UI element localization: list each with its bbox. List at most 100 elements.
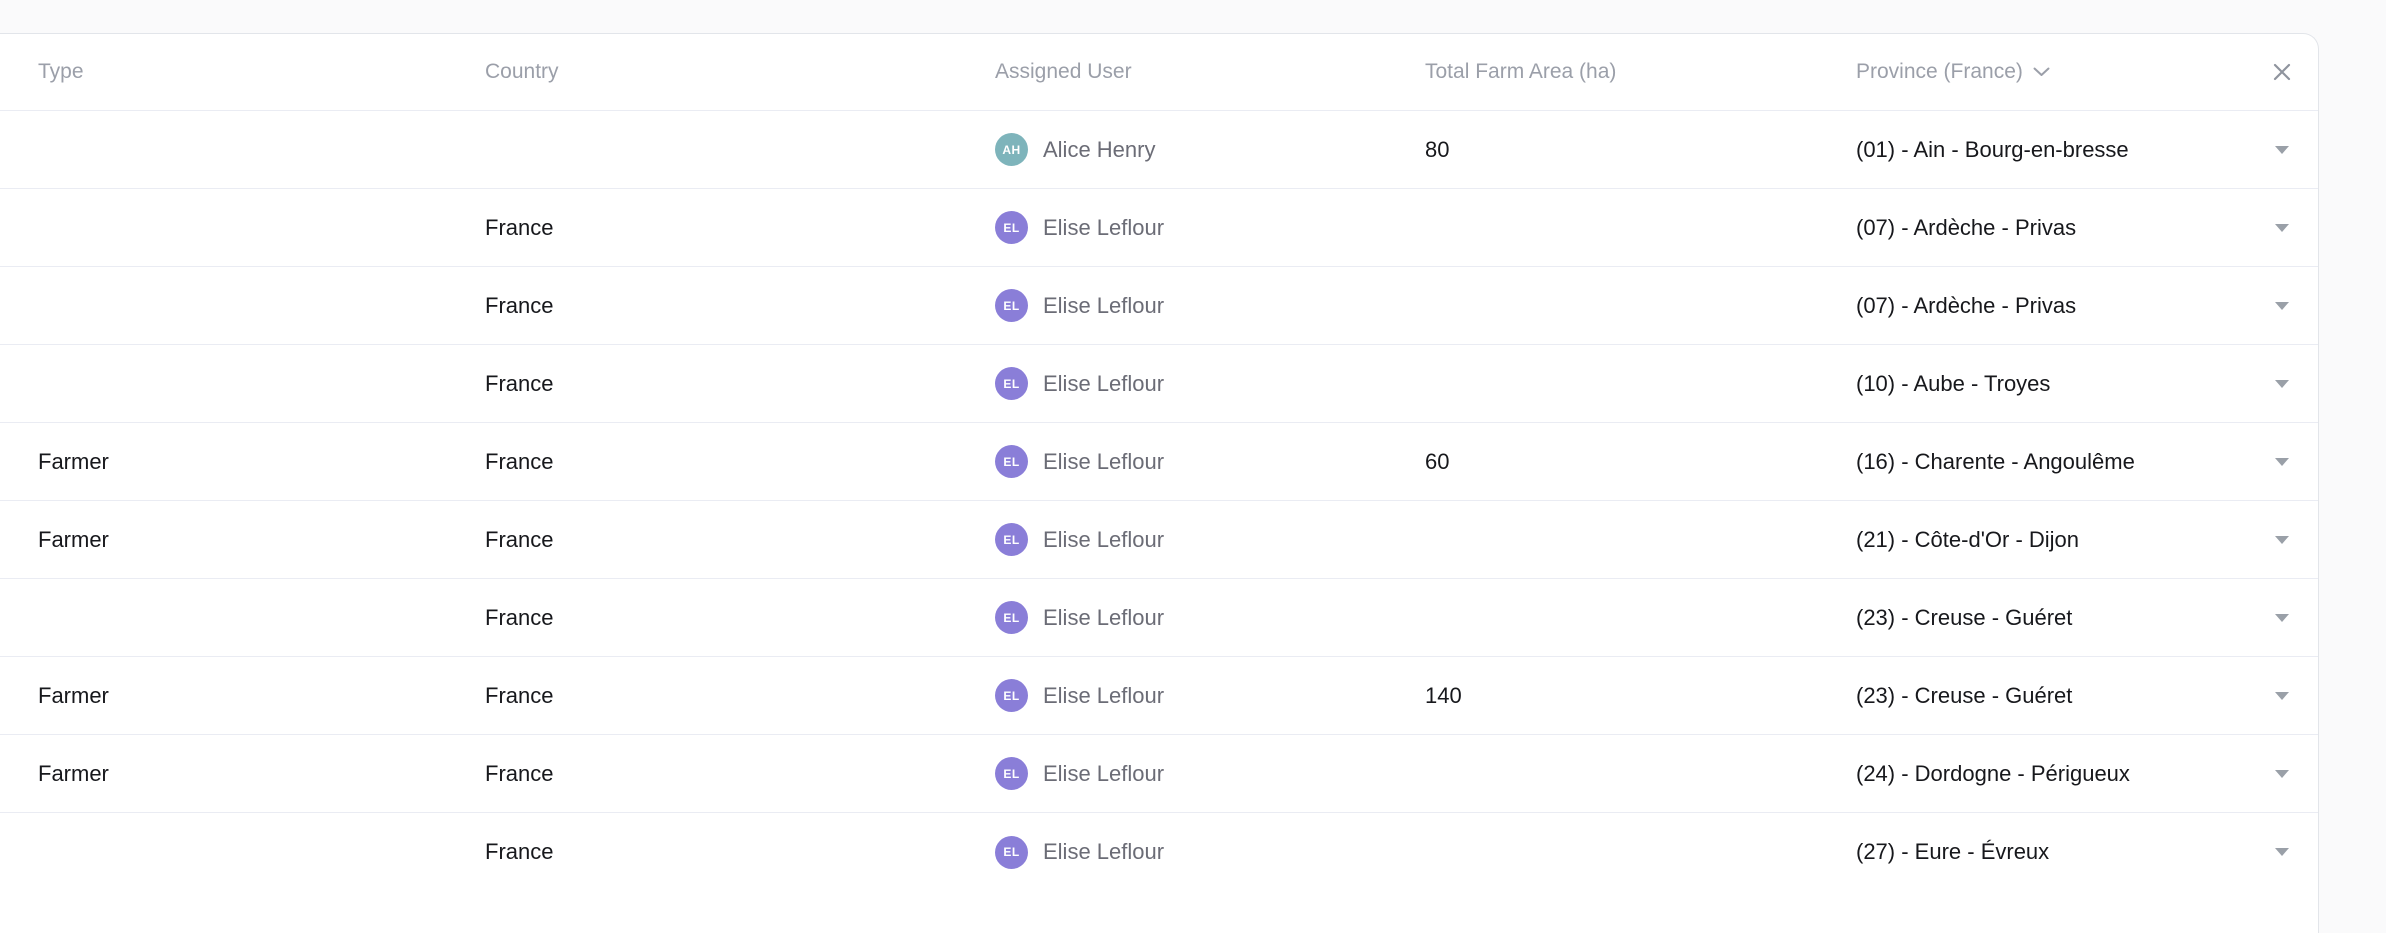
user-avatar-initials: EL bbox=[1003, 376, 1020, 391]
country-cell: France bbox=[485, 370, 554, 396]
user-name: Elise Leflour bbox=[1043, 214, 1165, 240]
province-select-caret-icon[interactable] bbox=[2275, 535, 2289, 544]
user-avatar-initials: AH bbox=[1002, 142, 1021, 157]
column-header-type-label: Type bbox=[38, 60, 84, 83]
assigned-user-cell: EL Elise Leflour bbox=[995, 523, 1425, 556]
country-cell: France bbox=[485, 214, 554, 240]
user-avatar-initials: EL bbox=[1003, 532, 1020, 547]
table-row: Farmer France EL Elise Leflour (24) - Do… bbox=[0, 735, 2318, 813]
table-row: Farmer France EL Elise Leflour 140 (23) … bbox=[0, 657, 2318, 735]
table-row: France EL Elise Leflour (10) - Aube - Tr… bbox=[0, 345, 2318, 423]
province-select-caret-icon[interactable] bbox=[2275, 223, 2289, 232]
farm-area-cell: 60 bbox=[1425, 448, 1450, 474]
province-cell: (07) - Ardèche - Privas bbox=[1856, 214, 2077, 240]
column-header-assigned-user: Assigned User bbox=[995, 60, 1425, 84]
column-header-country-label: Country bbox=[485, 60, 559, 83]
province-select-caret-icon[interactable] bbox=[2275, 457, 2289, 466]
table-row: France EL Elise Leflour (07) - Ardèche -… bbox=[0, 267, 2318, 345]
table-row: Farmer France EL Elise Leflour (21) - Cô… bbox=[0, 501, 2318, 579]
country-cell: France bbox=[485, 448, 554, 474]
user-avatar: EL bbox=[995, 757, 1028, 790]
user-avatar-initials: EL bbox=[1003, 845, 1020, 859]
country-cell: France bbox=[485, 682, 554, 708]
province-select-caret-icon[interactable] bbox=[2275, 301, 2289, 310]
province-select-caret-icon[interactable] bbox=[2275, 145, 2289, 154]
province-cell: (23) - Creuse - Guéret bbox=[1856, 682, 2073, 708]
country-cell: France bbox=[485, 526, 554, 552]
farm-area-cell: 140 bbox=[1425, 682, 1462, 708]
column-header-province[interactable]: Province (France) bbox=[1856, 60, 2246, 84]
column-header-province-label: Province (France) bbox=[1856, 60, 2023, 83]
assigned-user-cell: EL Elise Leflour bbox=[995, 679, 1425, 712]
close-icon bbox=[2273, 63, 2291, 81]
country-cell: France bbox=[485, 760, 554, 786]
user-avatar: EL bbox=[995, 679, 1028, 712]
table-row: France EL Elise Leflour (27) - Eure - Év… bbox=[0, 813, 2318, 891]
user-avatar-initials: EL bbox=[1003, 454, 1020, 469]
user-name: Alice Henry bbox=[1043, 136, 1156, 162]
assigned-user-cell: AH Alice Henry bbox=[995, 133, 1425, 166]
table-row: France EL Elise Leflour (07) - Ardèche -… bbox=[0, 189, 2318, 267]
user-name: Elise Leflour bbox=[1043, 370, 1165, 396]
province-select-caret-icon[interactable] bbox=[2275, 691, 2289, 700]
assigned-user-cell: EL Elise Leflour bbox=[995, 211, 1425, 244]
country-cell: France bbox=[485, 292, 554, 318]
column-header-farm-area: Total Farm Area (ha) bbox=[1425, 60, 1856, 84]
country-cell: France bbox=[485, 839, 554, 864]
table-header-row: Type Country Assigned User Total Farm Ar… bbox=[0, 34, 2318, 111]
column-header-assigned-user-label: Assigned User bbox=[995, 60, 1132, 83]
country-cell: France bbox=[485, 604, 554, 630]
province-cell: (01) - Ain - Bourg-en-bresse bbox=[1856, 136, 2129, 162]
user-name: Elise Leflour bbox=[1043, 448, 1165, 474]
farm-area-cell: 80 bbox=[1425, 136, 1450, 162]
column-header-country: Country bbox=[485, 60, 995, 84]
province-cell: (16) - Charente - Angoulême bbox=[1856, 448, 2135, 474]
user-avatar: EL bbox=[995, 367, 1028, 400]
user-name: Elise Leflour bbox=[1043, 682, 1165, 708]
column-header-type: Type bbox=[38, 60, 485, 84]
user-avatar: EL bbox=[995, 211, 1028, 244]
user-avatar-initials: EL bbox=[1003, 766, 1020, 781]
table-row: France EL Elise Leflour (23) - Creuse - … bbox=[0, 579, 2318, 657]
province-cell: (07) - Ardèche - Privas bbox=[1856, 292, 2077, 318]
assigned-user-cell: EL Elise Leflour bbox=[995, 835, 1425, 869]
user-avatar: AH bbox=[995, 133, 1028, 166]
province-cell: (27) - Eure - Évreux bbox=[1856, 839, 2050, 864]
user-avatar-initials: EL bbox=[1003, 610, 1020, 625]
table-row: Farmer France EL Elise Leflour 60 (16) -… bbox=[0, 423, 2318, 501]
user-name: Elise Leflour bbox=[1043, 760, 1165, 786]
type-cell: Farmer bbox=[38, 760, 109, 786]
type-cell: Farmer bbox=[38, 526, 109, 552]
column-header-farm-area-label: Total Farm Area (ha) bbox=[1425, 60, 1617, 83]
province-select-caret-icon[interactable] bbox=[2275, 379, 2289, 388]
user-avatar-initials: EL bbox=[1003, 220, 1020, 235]
province-cell: (21) - Côte-d'Or - Dijon bbox=[1856, 526, 2080, 552]
user-name: Elise Leflour bbox=[1043, 526, 1165, 552]
assigned-user-cell: EL Elise Leflour bbox=[995, 757, 1425, 790]
province-select-caret-icon[interactable] bbox=[2275, 613, 2289, 622]
assigned-user-cell: EL Elise Leflour bbox=[995, 601, 1425, 634]
province-cell: (10) - Aube - Troyes bbox=[1856, 370, 2051, 396]
user-avatar: EL bbox=[995, 445, 1028, 478]
province-cell: (24) - Dordogne - Périgueux bbox=[1856, 760, 2130, 786]
assigned-user-cell: EL Elise Leflour bbox=[995, 289, 1425, 322]
assigned-user-cell: EL Elise Leflour bbox=[995, 367, 1425, 400]
user-avatar: EL bbox=[995, 523, 1028, 556]
table-row: AH Alice Henry 80 (01) - Ain - Bourg-en-… bbox=[0, 111, 2318, 189]
user-avatar: EL bbox=[995, 289, 1028, 322]
records-table-panel: Type Country Assigned User Total Farm Ar… bbox=[0, 33, 2319, 933]
province-cell: (23) - Creuse - Guéret bbox=[1856, 604, 2073, 630]
user-avatar-initials: EL bbox=[1003, 298, 1020, 313]
user-name: Elise Leflour bbox=[1043, 839, 1165, 864]
chevron-down-icon bbox=[2033, 67, 2050, 76]
close-button[interactable] bbox=[2262, 52, 2302, 92]
province-select-caret-icon[interactable] bbox=[2275, 848, 2289, 856]
header-actions bbox=[2246, 52, 2318, 92]
user-name: Elise Leflour bbox=[1043, 292, 1165, 318]
user-avatar-initials: EL bbox=[1003, 688, 1020, 703]
type-cell: Farmer bbox=[38, 682, 109, 708]
type-cell: Farmer bbox=[38, 448, 109, 474]
user-avatar: EL bbox=[995, 601, 1028, 634]
province-select-caret-icon[interactable] bbox=[2275, 769, 2289, 778]
assigned-user-cell: EL Elise Leflour bbox=[995, 445, 1425, 478]
